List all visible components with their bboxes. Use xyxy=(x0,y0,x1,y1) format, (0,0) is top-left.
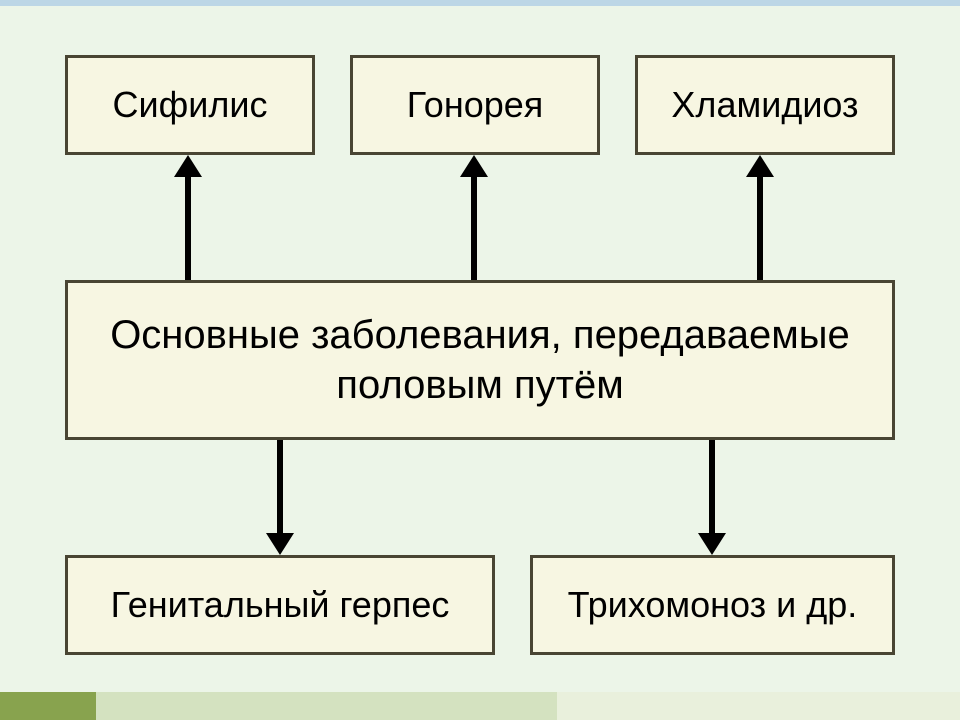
arrow-down-2-shaft xyxy=(709,440,715,533)
window-top-bar xyxy=(0,0,960,6)
node-bot2: Трихомоноз и др. xyxy=(530,555,895,655)
arrow-up-3-head xyxy=(746,155,774,177)
node-bot1: Генитальный герпес xyxy=(65,555,495,655)
node-bot1-label: Генитальный герпес xyxy=(111,585,450,625)
arrow-down-1-head xyxy=(266,533,294,555)
arrow-down-2-head xyxy=(698,533,726,555)
arrow-up-1-shaft xyxy=(185,177,191,280)
arrow-up-3-shaft xyxy=(757,177,763,280)
arrow-down-1-shaft xyxy=(277,440,283,533)
node-top1-label: Сифилис xyxy=(113,85,268,125)
diagram-canvas: Сифилис Гонорея Хламидиоз Основные заболева… xyxy=(0,0,960,720)
node-top2: Гонорея xyxy=(350,55,600,155)
arrow-up-2-head xyxy=(460,155,488,177)
footer-segment-1 xyxy=(0,692,96,720)
node-bot2-label: Трихомоноз и др. xyxy=(568,585,858,625)
footer-segment-2 xyxy=(96,692,557,720)
node-top2-label: Гонорея xyxy=(407,85,544,125)
arrow-up-1-head xyxy=(174,155,202,177)
arrow-up-2-shaft xyxy=(471,177,477,280)
node-top1: Сифилис xyxy=(65,55,315,155)
node-top3-label: Хламидиоз xyxy=(671,85,858,125)
node-center: Основные заболевания, передаваемые полов… xyxy=(65,280,895,440)
node-top3: Хламидиоз xyxy=(635,55,895,155)
node-center-label: Основные заболевания, передаваемые полов… xyxy=(78,310,882,410)
footer-segment-3 xyxy=(557,692,960,720)
